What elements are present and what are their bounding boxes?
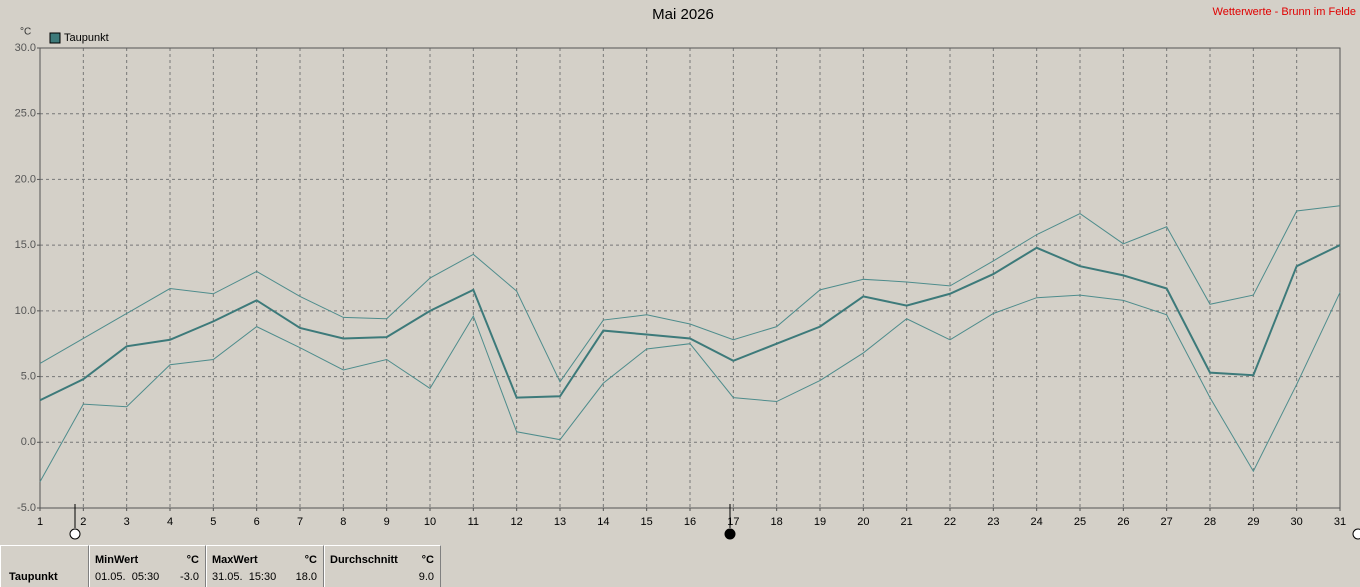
max-unit: °C [304,554,317,566]
summary-name: Taupunkt [9,571,58,583]
min-value: -3.0 [180,571,199,583]
max-value: 18.0 [295,571,317,583]
x-tick-label: 25 [1074,516,1086,528]
avg-cell: Durchschnitt °C 9.0 [324,545,441,587]
y-tick-label: 30.0 [15,42,36,54]
chart-title: Mai 2026 [652,6,714,23]
min-cell: MinWert °C 01.05. 05:30 -3.0 [89,545,206,587]
x-tick-label: 8 [340,516,346,528]
min-time: 01.05. 05:30 [95,571,160,583]
y-tick-label: -5.0 [17,502,36,514]
x-tick-label: 12 [511,516,523,528]
slider-handle[interactable] [724,528,736,540]
x-tick-label: 1 [37,516,43,528]
x-tick-label: 22 [944,516,956,528]
x-tick-label: 26 [1117,516,1129,528]
y-tick-label: 20.0 [15,173,36,185]
x-tick-label: 27 [1161,516,1173,528]
x-tick-label: 21 [901,516,913,528]
avg-value: 9.0 [418,571,434,583]
x-tick-label: 3 [124,516,130,528]
x-tick-label: 2 [80,516,86,528]
summary-name-cell: Taupunkt [0,545,89,587]
x-tick-label: 15 [641,516,653,528]
x-tick-label: 11 [468,516,479,528]
min-header: MinWert [95,554,139,566]
chart: Mai 2026 Wetterwerte - Brunn im Felde °C… [15,6,1360,540]
legend-swatch [49,32,61,44]
source: Wetterwerte - Brunn im Felde [1213,6,1356,18]
x-tick-label: 28 [1204,516,1216,528]
y-tick-label: 10.0 [15,305,36,317]
slider-handle[interactable] [69,528,81,540]
x-tick-label: 4 [167,516,173,528]
avg-unit: °C [421,554,434,566]
min-unit: °C [186,554,199,566]
x-tick-label: 29 [1247,516,1259,528]
y-tick-label: 15.0 [15,239,36,251]
range-line [39,292,1341,482]
x-tick-label: 18 [771,516,783,528]
x-tick-label: 24 [1031,516,1043,528]
x-tick-label: 6 [254,516,260,528]
x-tick-label: 31 [1334,516,1346,528]
x-tick-label: 5 [210,516,216,528]
x-tick-label: 23 [987,516,999,528]
y-tick-label: 5.0 [21,370,36,382]
x-tick-label: 14 [597,516,609,528]
y-unit: °C [20,27,31,38]
range-line [39,205,1341,383]
x-tick-label: 10 [424,516,436,528]
legend-label: Taupunkt [64,32,109,44]
y-tick-label: 0.0 [21,436,36,448]
slider-handle[interactable] [1352,528,1360,540]
max-cell: MaxWert °C 31.05. 15:30 18.0 [206,545,324,587]
x-tick-label: 20 [857,516,869,528]
x-tick-label: 30 [1291,516,1303,528]
x-tick-label: 13 [554,516,566,528]
x-tick-label: 16 [684,516,696,528]
x-tick-label: 19 [814,516,826,528]
x-tick-label: 7 [297,516,303,528]
series-line [39,244,1341,402]
max-header: MaxWert [212,554,258,566]
max-time: 31.05. 15:30 [212,571,277,583]
x-tick-label: 9 [384,516,390,528]
avg-header: Durchschnitt [330,554,398,566]
x-tick-label: 17 [727,516,739,528]
y-tick-label: 25.0 [15,108,36,120]
